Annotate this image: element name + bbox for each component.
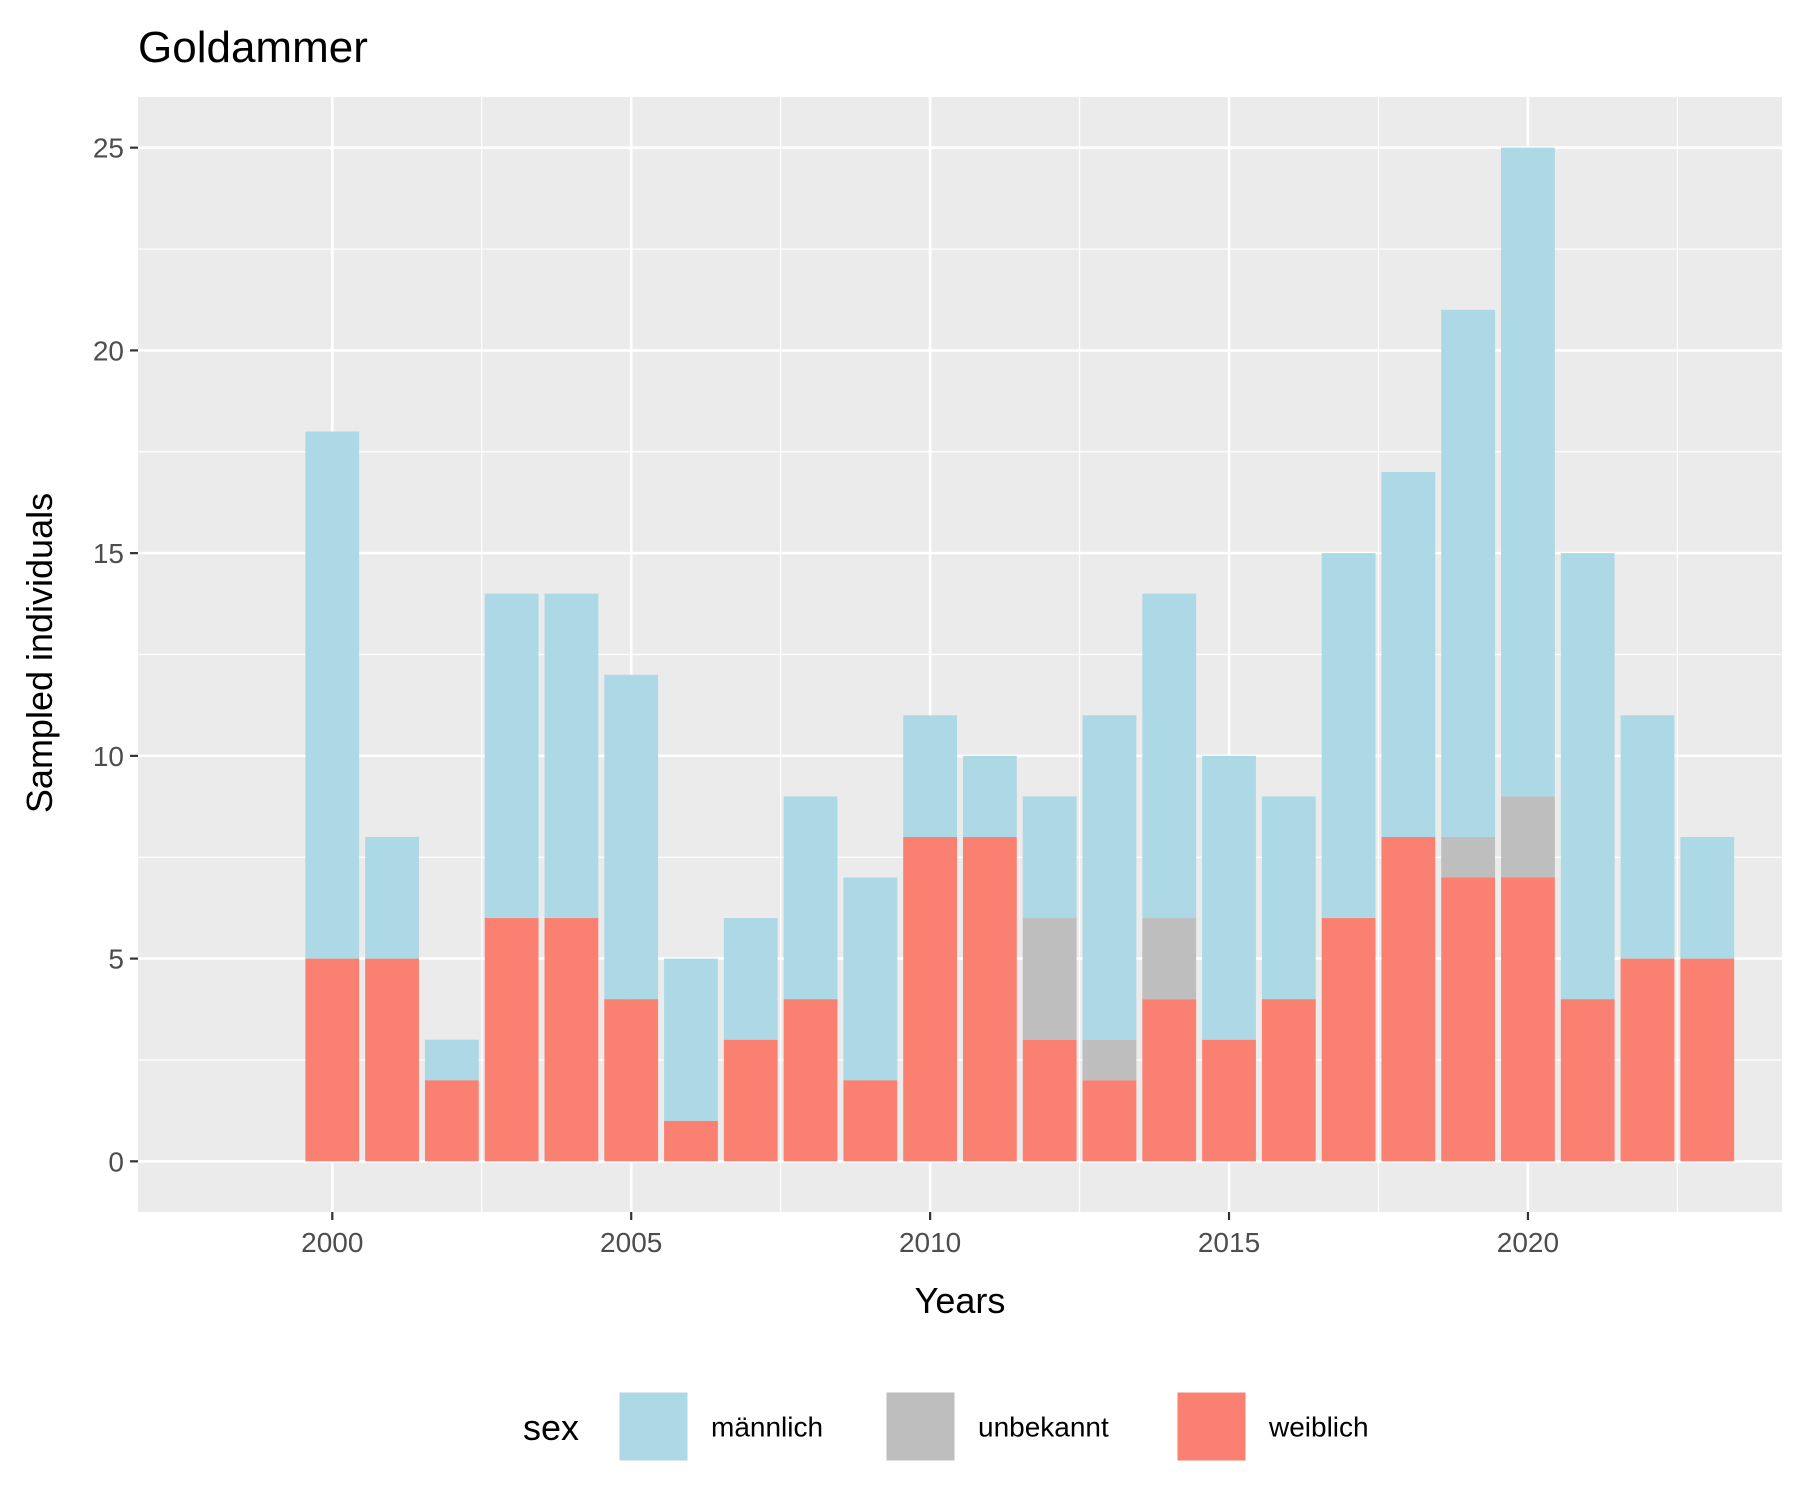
x-tick-label: 2020 [1497, 1227, 1559, 1258]
bar-weiblich-2011 [962, 836, 1017, 1162]
x-tick-label: 2000 [301, 1227, 363, 1258]
bar-weiblich-2023 [1680, 958, 1735, 1162]
legend-label-weiblich: weiblich [1268, 1412, 1369, 1443]
bar-weiblich-2005 [604, 999, 659, 1162]
bar-weiblich-2007 [723, 1039, 778, 1162]
bar-männlich-2009 [843, 877, 898, 1081]
x-tick-label: 2015 [1198, 1227, 1260, 1258]
bar-männlich-2010 [903, 715, 958, 837]
bar-weiblich-2004 [544, 918, 599, 1162]
bar-männlich-2011 [962, 755, 1017, 837]
legend-items: männlich unbekannt weiblich [618, 1391, 1369, 1462]
y-tick-label: 0 [108, 1146, 124, 1177]
bar-männlich-2004 [544, 593, 599, 919]
x-tick-label: 2005 [600, 1227, 662, 1258]
bar-männlich-2006 [664, 958, 718, 1121]
legend-key-männlich [618, 1391, 689, 1462]
bar-weiblich-2003 [484, 918, 539, 1162]
x-tick-label: 2010 [899, 1227, 961, 1258]
bar-männlich-2005 [604, 674, 659, 1000]
bar-weiblich-2014 [1142, 999, 1197, 1162]
bar-unbekannt-2014 [1142, 918, 1197, 1000]
bar-weiblich-2022 [1620, 958, 1675, 1162]
bar-weiblich-2020 [1501, 877, 1555, 1162]
bar-männlich-2002 [424, 1039, 479, 1081]
legend-item-weiblich: weiblich [1176, 1391, 1369, 1462]
y-axis: 0 5 10 15 20 25 [93, 133, 138, 1177]
bar-männlich-2008 [783, 796, 838, 1000]
legend-item-unbekannt: unbekannt [885, 1391, 1109, 1462]
x-axis-label: Years [915, 1280, 1006, 1321]
y-axis-label: Sampled individuals [19, 493, 60, 813]
legend-label-männlich: männlich [711, 1412, 823, 1443]
bar-unbekannt-2012 [1022, 918, 1077, 1040]
bar-weiblich-2015 [1202, 1039, 1256, 1162]
bar-weiblich-2018 [1381, 836, 1436, 1162]
bar-weiblich-2019 [1441, 877, 1496, 1162]
legend-item-männlich: männlich [618, 1391, 823, 1462]
bar-männlich-2019 [1441, 309, 1496, 837]
bar-weiblich-2012 [1022, 1039, 1077, 1162]
bar-männlich-2021 [1560, 553, 1615, 1000]
bar-weiblich-2021 [1560, 999, 1615, 1162]
bar-weiblich-2009 [843, 1080, 898, 1162]
bar-weiblich-2013 [1082, 1080, 1137, 1162]
bar-layer [305, 147, 1735, 1162]
y-tick-label: 10 [93, 741, 124, 772]
bar-männlich-2017 [1321, 553, 1376, 919]
bar-weiblich-2006 [664, 1120, 718, 1162]
legend-label-unbekannt: unbekannt [978, 1412, 1109, 1443]
y-tick-label: 20 [93, 335, 124, 366]
bar-männlich-2012 [1022, 796, 1077, 919]
bar-männlich-2015 [1202, 755, 1256, 1040]
legend-key-unbekannt [885, 1391, 956, 1462]
bar-männlich-2003 [484, 593, 539, 919]
bar-männlich-2023 [1680, 836, 1735, 959]
bar-weiblich-2008 [783, 999, 838, 1162]
chart-title: Goldammer [138, 23, 368, 72]
bar-unbekannt-2019 [1441, 836, 1496, 878]
bar-männlich-2001 [365, 836, 419, 959]
x-axis: 2000 2005 2010 2015 2020 [301, 1212, 1559, 1258]
bar-männlich-2016 [1261, 796, 1316, 1000]
bar-weiblich-2017 [1321, 918, 1376, 1162]
bar-männlich-2013 [1082, 715, 1137, 1040]
bar-männlich-2007 [723, 918, 778, 1040]
bar-weiblich-2002 [424, 1080, 479, 1162]
y-tick-label: 25 [93, 133, 124, 164]
y-tick-label: 15 [93, 538, 124, 569]
bar-weiblich-2016 [1261, 999, 1316, 1162]
bar-männlich-2000 [305, 431, 360, 959]
bar-weiblich-2000 [305, 958, 360, 1162]
bar-männlich-2018 [1381, 472, 1436, 837]
bar-weiblich-2010 [903, 836, 958, 1162]
legend-key-weiblich [1176, 1391, 1247, 1462]
legend-title: sex [523, 1407, 579, 1448]
bar-unbekannt-2020 [1501, 796, 1555, 878]
bar-männlich-2022 [1620, 715, 1675, 959]
y-tick-label: 5 [108, 944, 124, 975]
bar-unbekannt-2013 [1082, 1039, 1137, 1081]
bar-männlich-2014 [1142, 593, 1197, 919]
bar-weiblich-2001 [365, 958, 419, 1162]
legend: sex männlich unbekannt weiblich [523, 1391, 1369, 1462]
bar-männlich-2020 [1501, 147, 1555, 797]
